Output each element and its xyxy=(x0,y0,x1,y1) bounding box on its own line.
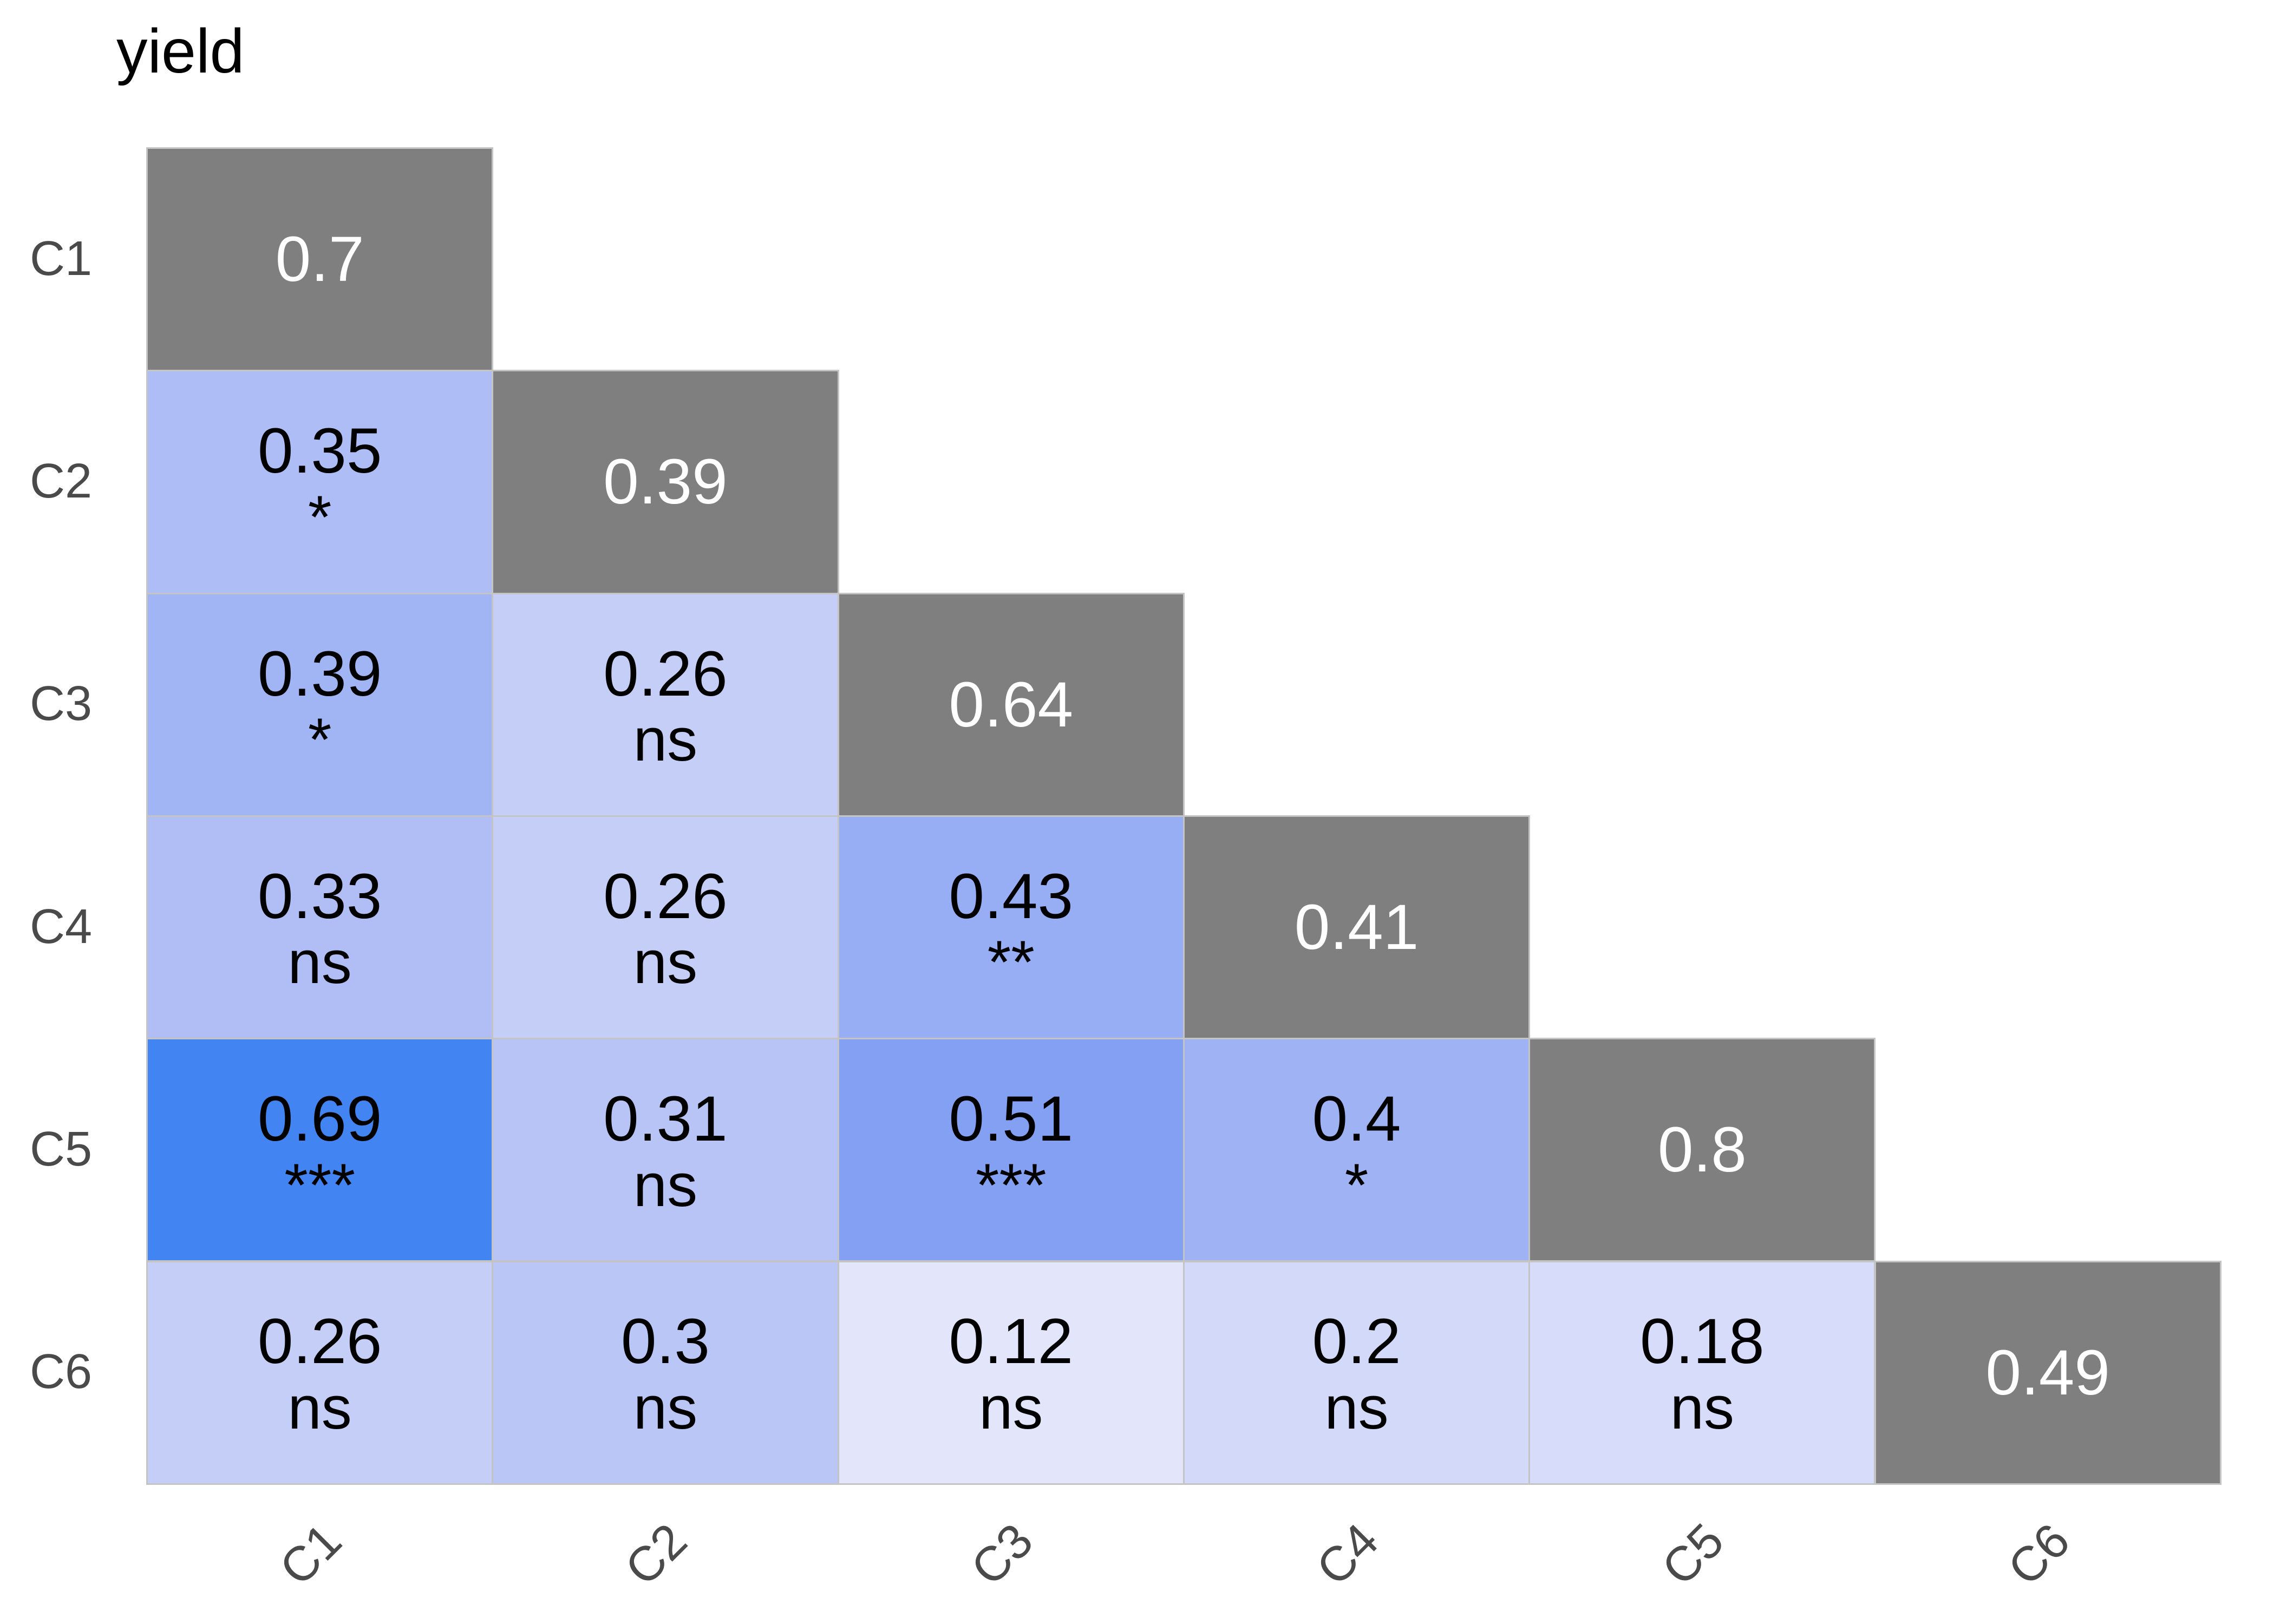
y-axis-label-C3: C3 xyxy=(30,677,93,731)
cell-value: 0.26 xyxy=(603,638,728,710)
y-axis-label-C5: C5 xyxy=(30,1122,93,1176)
cell-significance: ns xyxy=(979,1373,1043,1442)
x-axis-label-C1: C1 xyxy=(270,1513,352,1596)
cell-value: 0.12 xyxy=(949,1306,1074,1378)
cell-value: 0.33 xyxy=(257,860,382,932)
cell-value: 0.39 xyxy=(257,638,382,710)
cell-value: 0.26 xyxy=(603,860,728,932)
matrix-cell-C3-C2: 0.26 ns xyxy=(492,592,839,817)
cell-significance: *** xyxy=(284,1151,356,1219)
matrix-cell-C3-C1: 0.39 * xyxy=(146,592,494,817)
y-axis-label-C1: C1 xyxy=(30,231,93,286)
cell-value: 0.3 xyxy=(620,1306,710,1378)
chart-title: yield xyxy=(116,17,245,86)
matrix-cell-C5-C1: 0.69 *** xyxy=(146,1038,494,1262)
cell-significance: ns xyxy=(633,1373,698,1442)
matrix-cell-C5-C3: 0.51 *** xyxy=(837,1038,1185,1262)
cell-value: 0.31 xyxy=(603,1083,728,1155)
cell-significance: ns xyxy=(633,928,698,997)
x-axis-label-C5: C5 xyxy=(1652,1513,1735,1596)
cell-value: 0.4 xyxy=(1312,1083,1401,1155)
matrix-cell-C2-C1: 0.35 * xyxy=(146,370,494,594)
x-axis-label-C4: C4 xyxy=(1306,1513,1389,1596)
x-axis-label-C6: C6 xyxy=(1997,1513,2080,1596)
cell-value: 0.49 xyxy=(1985,1337,2110,1409)
matrix-cell-C1-C1: 0.7 xyxy=(146,147,494,372)
cell-significance: ns xyxy=(287,928,352,997)
cell-value: 0.64 xyxy=(949,669,1074,741)
matrix-cell-C5-C2: 0.31 ns xyxy=(492,1038,839,1262)
matrix-cell-C4-C2: 0.26 ns xyxy=(492,815,839,1040)
cell-significance: ns xyxy=(633,1151,698,1219)
matrix-cell-C3-C3: 0.64 xyxy=(837,592,1185,817)
cell-value: 0.39 xyxy=(603,446,728,518)
cell-value: 0.2 xyxy=(1312,1306,1401,1378)
cell-value: 0.43 xyxy=(949,860,1074,932)
matrix-cell-C6-C2: 0.3 ns xyxy=(492,1260,839,1485)
cell-value: 0.69 xyxy=(257,1083,382,1155)
matrix-cell-C4-C3: 0.43 ** xyxy=(837,815,1185,1040)
cell-value: 0.41 xyxy=(1294,892,1419,964)
cell-significance: ns xyxy=(633,706,698,774)
y-axis-label-C6: C6 xyxy=(30,1345,93,1399)
cell-significance: *** xyxy=(975,1151,1047,1219)
matrix-cell-C6-C1: 0.26 ns xyxy=(146,1260,494,1485)
cell-significance: * xyxy=(308,706,332,774)
cell-significance: * xyxy=(1344,1151,1369,1219)
cell-value: 0.18 xyxy=(1640,1306,1765,1378)
matrix-cell-C5-C4: 0.4 * xyxy=(1182,1038,1531,1262)
matrix-cell-C4-C4: 0.41 xyxy=(1182,815,1531,1040)
cell-significance: ns xyxy=(1324,1373,1389,1442)
cell-value: 0.26 xyxy=(257,1306,382,1378)
matrix-cell-C6-C4: 0.2 ns xyxy=(1182,1260,1531,1485)
x-axis-label-C3: C3 xyxy=(960,1513,1043,1596)
matrix-cell-C6-C3: 0.12 ns xyxy=(837,1260,1185,1485)
matrix-cell-C6-C6: 0.49 xyxy=(1874,1260,2221,1485)
cell-value: 0.35 xyxy=(257,415,382,487)
matrix-cell-C2-C2: 0.39 xyxy=(492,370,839,594)
cell-significance: * xyxy=(308,483,332,551)
cell-value: 0.7 xyxy=(275,224,364,296)
cell-significance: ** xyxy=(987,928,1035,997)
matrix-cell-C5-C5: 0.8 xyxy=(1528,1038,1876,1262)
cell-significance: ns xyxy=(1670,1373,1734,1442)
cell-value: 0.8 xyxy=(1657,1114,1747,1186)
x-axis-label-C2: C2 xyxy=(615,1513,698,1596)
y-axis-label-C4: C4 xyxy=(30,899,93,954)
cell-value: 0.51 xyxy=(949,1083,1074,1155)
matrix-cell-C4-C1: 0.33 ns xyxy=(146,815,494,1040)
y-axis-label-C2: C2 xyxy=(30,454,93,508)
cell-significance: ns xyxy=(287,1373,352,1442)
matrix-cell-C6-C5: 0.18 ns xyxy=(1528,1260,1876,1485)
